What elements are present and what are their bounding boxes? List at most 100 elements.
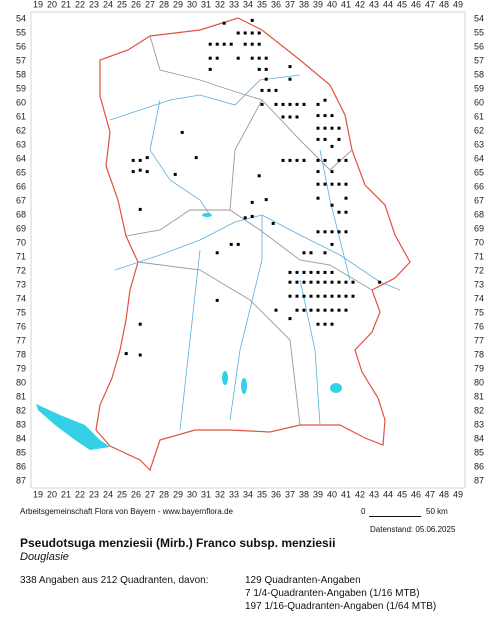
occurrence-dot [131,170,135,174]
x-label: 27 [145,0,155,9]
x-label: 30 [187,489,197,499]
occurrence-dot [337,230,341,234]
y-label: 57 [16,55,26,65]
occurrence-dot [274,102,278,106]
occurrence-dot [323,158,327,162]
occurrence-dot [288,115,292,119]
occurrence-dot [138,158,142,162]
occurrence-dot [302,308,306,312]
occurrence-dot [295,294,299,298]
y-label: 62 [474,125,484,135]
occurrence-dot [316,126,320,130]
y-label: 82 [474,405,484,415]
x-label: 49 [453,489,463,499]
state-border [95,17,411,472]
x-label: 28 [159,0,169,9]
y-label: 69 [16,223,26,233]
occurrence-dot [250,18,254,22]
occurrence-dot [316,294,320,298]
occurrence-dot [180,130,184,134]
x-label: 36 [271,489,281,499]
district-borders [125,35,373,426]
occurrence-dot [337,158,341,162]
occurrence-dot [264,198,268,202]
occurrence-dot [323,294,327,298]
occurrence-dot [236,56,240,60]
y-label: 64 [16,153,26,163]
y-label: 61 [474,111,484,121]
grid-frame [30,11,466,489]
x-label: 20 [47,489,57,499]
occurrence-dot [222,42,226,46]
occurrence-dot [274,308,278,312]
x-label: 25 [117,489,127,499]
occurrence-dot [250,42,254,46]
x-label: 19 [33,489,43,499]
occurrence-dot [323,322,327,326]
occurrence-dot [351,280,355,284]
occurrence-dot [173,172,177,176]
occurrence-dot [330,203,334,207]
x-label: 47 [425,489,435,499]
species: Pseudotsuga menziesii (Mirb.) Franco sub… [20,536,336,550]
x-label: 33 [229,489,239,499]
occurrence-dot [337,126,341,130]
x-label: 26 [131,489,141,499]
occurrence-dot [316,158,320,162]
x-label: 44 [383,489,393,499]
occurrence-dot [337,294,341,298]
occurrence-dot [250,200,254,204]
occurrence-dot [131,158,135,162]
y-label: 63 [474,139,484,149]
y-label: 59 [16,83,26,93]
occurrence-dot [344,280,348,284]
y-label: 77 [16,335,26,345]
occurrence-dot [302,280,306,284]
x-label: 37 [285,0,295,9]
occurrence-dot [337,137,341,141]
occurrence-dot [309,280,313,284]
occurrence-dot [302,270,306,274]
y-label: 79 [16,363,26,373]
count: 129 Quadranten-Angaben [245,575,361,586]
y-label: 61 [16,111,26,121]
occurrence-dot [330,280,334,284]
y-label: 74 [474,293,484,303]
y-label: 84 [16,433,26,443]
x-label: 42 [355,0,365,9]
occurrence-dot [337,182,341,186]
occurrence-dot [257,174,261,178]
y-label: 56 [16,41,26,51]
occurrence-dot [330,242,334,246]
occurrence-dot [236,242,240,246]
x-label: 27 [145,489,155,499]
occurrence-dot [316,196,320,200]
occurrence-dot [337,308,341,312]
x-label: 44 [383,0,393,9]
x-label: 38 [299,489,309,499]
occurrence-dot [215,298,219,302]
occurrence-dot [215,56,219,60]
x-label: 24 [103,489,113,499]
count: 7 1/4-Quadranten-Angaben (1/16 MTB) [245,588,420,599]
x-label: 34 [243,0,253,9]
x-label: 38 [299,0,309,9]
occurrence-dot [215,42,219,46]
occurrence-dot [281,115,285,119]
occurrence-dot [257,42,261,46]
x-label: 43 [369,489,379,499]
y-label: 69 [474,223,484,233]
occurrence-dot [330,144,334,148]
occurrence-dot [323,251,327,255]
x-label: 49 [453,0,463,9]
occurrence-dot [236,31,240,35]
occurrence-dot [323,98,327,102]
x-label: 21 [61,489,71,499]
occurrence-dot [295,270,299,274]
x-label: 31 [201,0,211,9]
occurrence-dot [302,294,306,298]
y-label: 70 [16,237,26,247]
occurrence-dot [309,294,313,298]
y-label: 66 [16,181,26,191]
